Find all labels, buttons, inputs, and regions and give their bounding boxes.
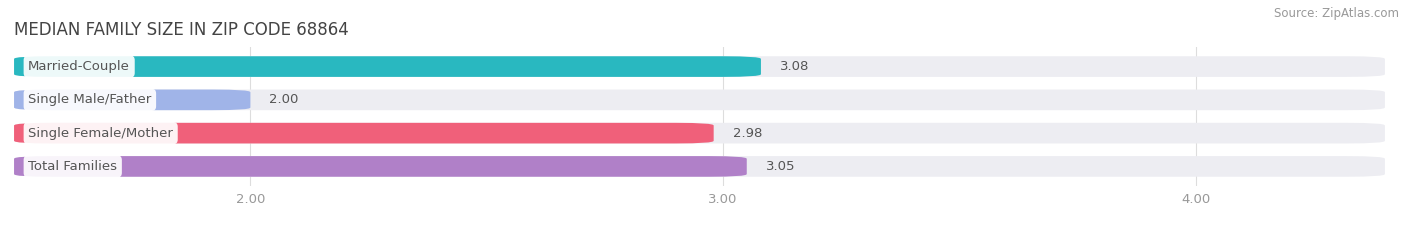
Text: 2.00: 2.00: [270, 93, 298, 106]
Text: Single Female/Mother: Single Female/Mother: [28, 127, 173, 140]
Text: MEDIAN FAMILY SIZE IN ZIP CODE 68864: MEDIAN FAMILY SIZE IN ZIP CODE 68864: [14, 21, 349, 39]
FancyBboxPatch shape: [14, 56, 1385, 77]
Text: Total Families: Total Families: [28, 160, 117, 173]
Text: Married-Couple: Married-Couple: [28, 60, 131, 73]
FancyBboxPatch shape: [14, 156, 747, 177]
Text: Source: ZipAtlas.com: Source: ZipAtlas.com: [1274, 7, 1399, 20]
FancyBboxPatch shape: [14, 89, 250, 110]
FancyBboxPatch shape: [14, 123, 1385, 144]
Text: Single Male/Father: Single Male/Father: [28, 93, 152, 106]
Text: 3.08: 3.08: [780, 60, 810, 73]
FancyBboxPatch shape: [14, 123, 714, 144]
FancyBboxPatch shape: [14, 56, 761, 77]
FancyBboxPatch shape: [14, 89, 1385, 110]
FancyBboxPatch shape: [14, 156, 1385, 177]
Text: 2.98: 2.98: [733, 127, 762, 140]
Text: 3.05: 3.05: [766, 160, 796, 173]
